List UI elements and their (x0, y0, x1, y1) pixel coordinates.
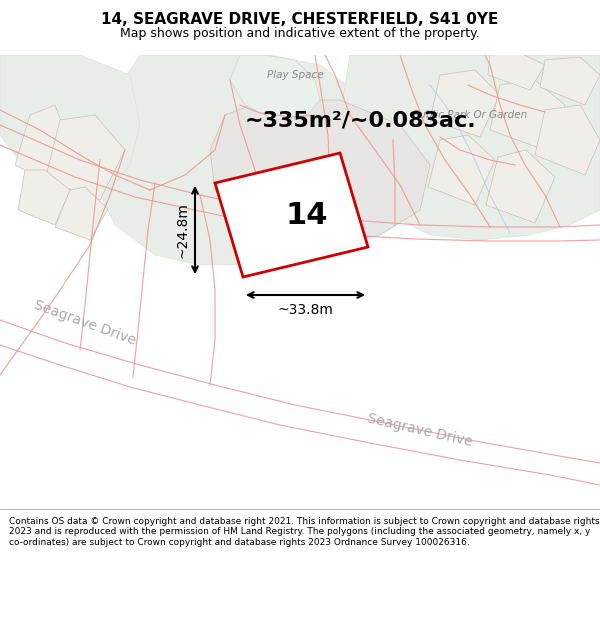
Text: ~33.8m: ~33.8m (278, 303, 334, 317)
Polygon shape (340, 55, 600, 240)
Polygon shape (0, 55, 140, 195)
Text: Contains OS data © Crown copyright and database right 2021. This information is : Contains OS data © Crown copyright and d… (9, 517, 599, 547)
Text: 14, SEAGRAVE DRIVE, CHESTERFIELD, S41 0YE: 14, SEAGRAVE DRIVE, CHESTERFIELD, S41 0Y… (101, 12, 499, 27)
Polygon shape (55, 187, 108, 240)
Text: Play Space: Play Space (266, 70, 323, 80)
Polygon shape (540, 57, 600, 105)
Polygon shape (486, 150, 555, 223)
Text: Seagrave Drive: Seagrave Drive (32, 298, 138, 348)
Polygon shape (428, 135, 495, 205)
Text: Seagrave Drive: Seagrave Drive (366, 411, 474, 449)
Polygon shape (430, 70, 500, 137)
Polygon shape (15, 105, 70, 180)
Polygon shape (18, 170, 70, 225)
Text: 14: 14 (285, 201, 328, 229)
Polygon shape (490, 80, 565, 150)
Polygon shape (535, 105, 600, 175)
Text: Map shows position and indicative extent of the property.: Map shows position and indicative extent… (120, 27, 480, 39)
Polygon shape (90, 55, 400, 265)
Text: Public Park Or Garden: Public Park Or Garden (413, 110, 527, 120)
Polygon shape (215, 153, 368, 277)
Polygon shape (210, 100, 430, 245)
Text: ~24.8m: ~24.8m (176, 202, 190, 258)
Polygon shape (230, 55, 320, 120)
Text: ~335m²/~0.083ac.: ~335m²/~0.083ac. (245, 110, 476, 130)
Polygon shape (488, 53, 545, 90)
Polygon shape (45, 115, 125, 200)
